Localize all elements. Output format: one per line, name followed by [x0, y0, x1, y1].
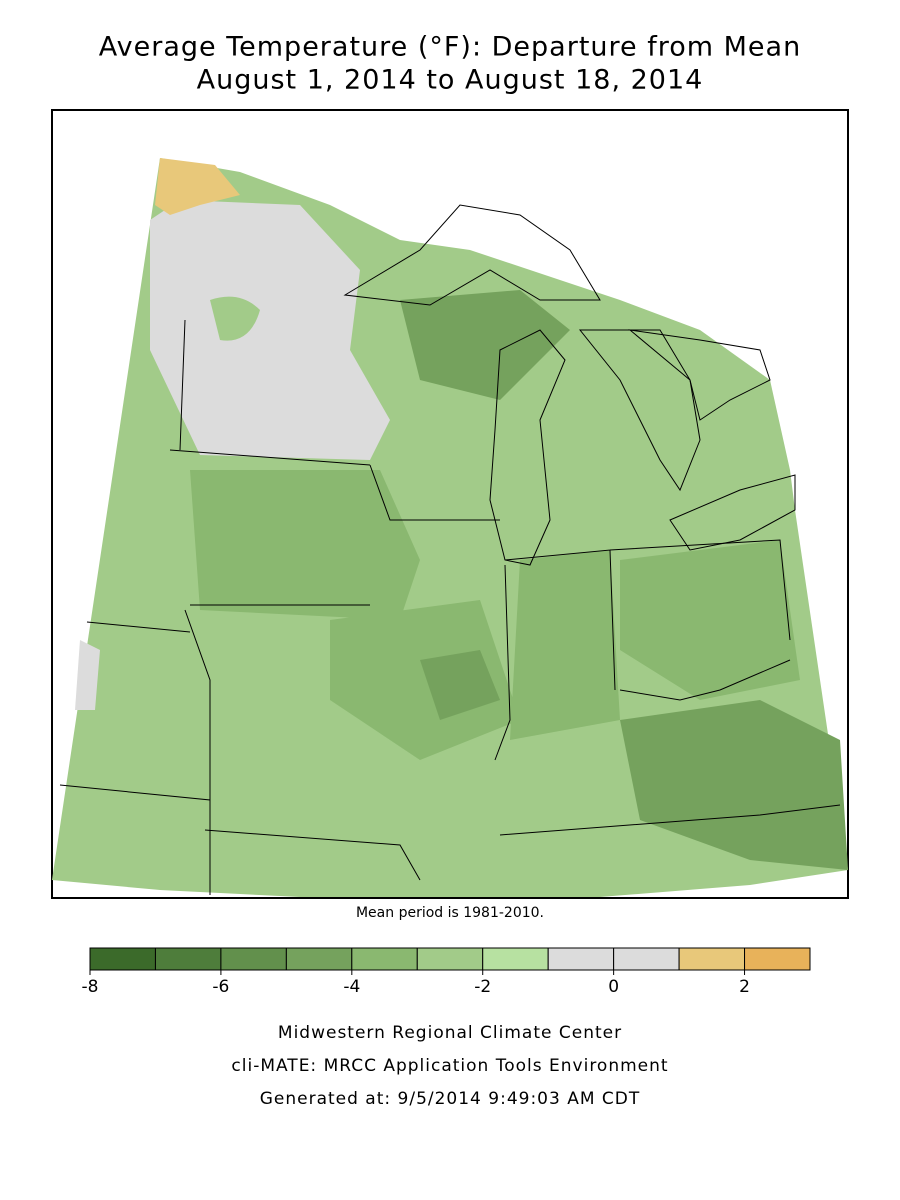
legend-swatch [285, 947, 353, 971]
legend-swatch [89, 947, 156, 971]
legend: -8 -6 -4 -2 0 2 [82, 947, 811, 997]
legend-tick-label: 0 [608, 977, 619, 997]
legend-swatch [613, 947, 680, 971]
legend-swatch [154, 947, 222, 971]
legend-tick-label: -8 [82, 977, 99, 997]
legend-swatch [678, 947, 746, 971]
map [51, 109, 849, 899]
footer-line: cli-MATE: MRCC Application Tools Environ… [231, 1056, 668, 1076]
legend-tick-label: 2 [739, 977, 750, 997]
legend-swatch [482, 947, 549, 971]
legend-swatch [744, 947, 811, 971]
note: Mean period is 1981-2010. [356, 905, 544, 921]
title-line: August 1, 2014 to August 18, 2014 [197, 65, 704, 96]
legend-swatch [351, 947, 418, 971]
legend-tick-label: -2 [474, 977, 491, 997]
legend-swatch [416, 947, 484, 971]
legend-tick-label: -4 [343, 977, 360, 997]
footer-line: Midwestern Regional Climate Center [278, 1023, 622, 1043]
footer-line: Generated at: 9/5/2014 9:49:03 AM CDT [260, 1089, 641, 1109]
legend-swatch [220, 947, 287, 971]
legend-swatch [547, 947, 615, 971]
legend-tick-label: -6 [212, 977, 229, 997]
title-line: Average Temperature (°F): Departure from… [99, 32, 801, 63]
